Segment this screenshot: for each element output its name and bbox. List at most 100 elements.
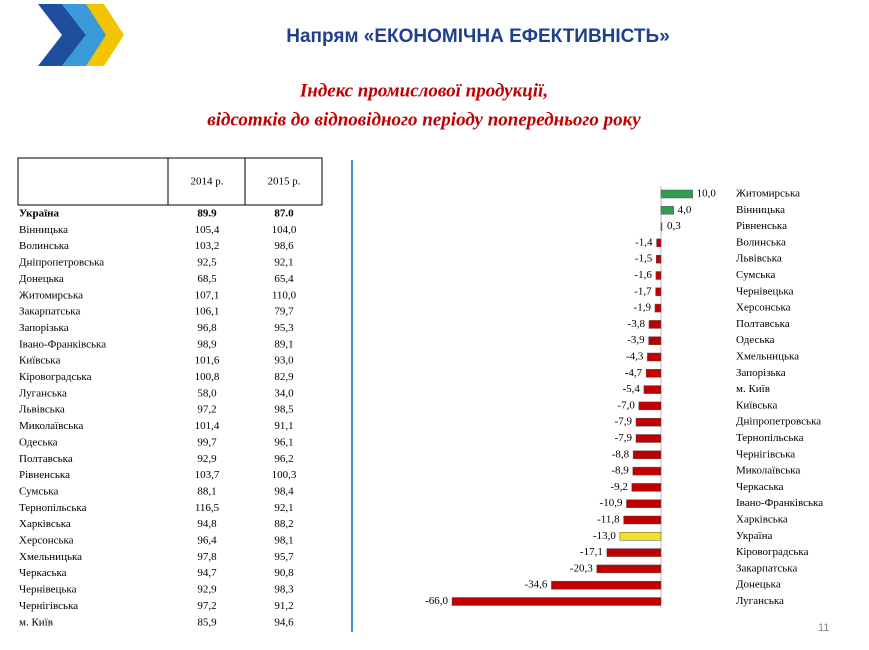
row-label: Рівненська [19, 469, 70, 481]
table-cell: 103,7 [195, 469, 220, 481]
table-cell: 103,2 [195, 240, 220, 252]
row-label: Львівська [19, 404, 65, 416]
bar [660, 189, 693, 199]
bar [619, 532, 662, 541]
value-label: -7,0 [617, 399, 635, 411]
category-label: Чернігівська [736, 448, 795, 460]
table-cell: 94,6 [274, 616, 294, 628]
category-label: Закарпатська [736, 562, 797, 574]
category-label: Черкаська [736, 481, 784, 493]
row-label: Донецька [19, 273, 64, 285]
bar [451, 597, 662, 606]
bar [660, 206, 674, 215]
logo [86, 4, 124, 66]
row-label: Україна [19, 208, 60, 220]
value-label: 4,0 [678, 204, 692, 216]
table-cell: 88,1 [197, 485, 216, 497]
value-label: -1,4 [635, 236, 653, 248]
bar [635, 434, 662, 443]
table-cell: 97,2 [197, 600, 216, 612]
value-label: -66,0 [425, 595, 448, 607]
table-cell: 92,9 [197, 584, 217, 596]
table-cell: 95,7 [274, 551, 294, 563]
bar [645, 369, 662, 378]
bar [632, 450, 662, 460]
category-label: Тернопільська [736, 432, 804, 444]
bar [656, 238, 662, 248]
table-cell: 116,5 [195, 502, 220, 514]
value-label: -8,9 [611, 465, 629, 477]
row-label: Кіровоградська [19, 371, 92, 383]
table-cell: 97,8 [197, 551, 217, 563]
category-label: Волинська [736, 236, 786, 248]
bar [643, 385, 662, 394]
category-label: Вінницька [736, 204, 785, 216]
row-label: Закарпатська [19, 306, 80, 318]
table-cell: 96,1 [274, 436, 293, 448]
bar [626, 499, 662, 508]
row-label: Вінницька [19, 224, 68, 236]
table-cell: 90,8 [274, 567, 294, 579]
value-label: -8,8 [612, 448, 630, 460]
category-label: Хмельницька [736, 351, 799, 363]
value-label: -3,8 [628, 318, 646, 330]
table-cell: 110,0 [272, 289, 297, 301]
bar [632, 466, 662, 476]
table-header: 2015 р. [268, 176, 301, 188]
table-cell: 95,3 [274, 322, 294, 334]
bar [606, 548, 662, 557]
value-label: -11,8 [597, 514, 620, 526]
value-label: -5,4 [622, 383, 640, 395]
row-label: Чернігівська [19, 600, 78, 612]
category-label: Луганська [736, 595, 784, 607]
row-label: Волинська [19, 240, 69, 252]
table-cell: 85,9 [197, 616, 217, 628]
category-label: Кіровоградська [736, 546, 809, 558]
category-label: Київська [736, 399, 777, 411]
value-label: -1,7 [634, 285, 652, 297]
value-label: -13,0 [593, 530, 616, 542]
category-label: Одеська [736, 334, 775, 346]
category-label: Дніпропетровська [736, 416, 821, 428]
value-label: -4,3 [626, 351, 644, 363]
table-cell: 96,2 [274, 453, 293, 465]
row-label: Черкаська [19, 567, 67, 579]
bar [655, 271, 662, 280]
table-cell: 94,7 [197, 567, 217, 579]
row-label: Житомирська [19, 289, 83, 301]
row-label: Тернопільська [19, 502, 87, 514]
table-cell: 100,8 [195, 371, 220, 383]
row-label: Луганська [19, 387, 67, 399]
row-label: Миколаївська [19, 420, 83, 432]
row-label: Запорізька [19, 322, 69, 334]
category-label: Сумська [736, 269, 775, 281]
table-cell: 91,1 [274, 420, 293, 432]
table-cell: 98,5 [274, 404, 294, 416]
row-label: Харківська [19, 518, 71, 530]
table-cell: 68,5 [197, 273, 217, 285]
value-label: -1,9 [634, 302, 652, 314]
value-label: -4,7 [625, 367, 643, 379]
bar [660, 222, 663, 231]
subtitle: відсотків до відповідного періоду попере… [207, 109, 641, 130]
bar [631, 483, 662, 492]
table-cell: 94,8 [197, 518, 217, 530]
table-cell: 97,2 [197, 404, 216, 416]
row-label: Херсонська [19, 535, 74, 547]
table-cell: 65,4 [274, 273, 294, 285]
value-label: -7,9 [615, 432, 633, 444]
bar [596, 564, 662, 574]
category-label: Львівська [736, 253, 782, 265]
row-label: Полтавська [19, 453, 73, 465]
table-cell: 89,1 [274, 338, 293, 350]
category-label: Україна [736, 530, 772, 542]
table-cell: 107,1 [195, 289, 220, 301]
table-cell: 106,1 [195, 306, 220, 318]
table-header: 2014 р. [191, 176, 224, 188]
table-header-box [17, 157, 323, 206]
bar [648, 320, 662, 329]
value-label: 0,3 [667, 220, 681, 232]
category-label: Харківська [736, 514, 788, 526]
category-label: м. Київ [736, 383, 770, 395]
